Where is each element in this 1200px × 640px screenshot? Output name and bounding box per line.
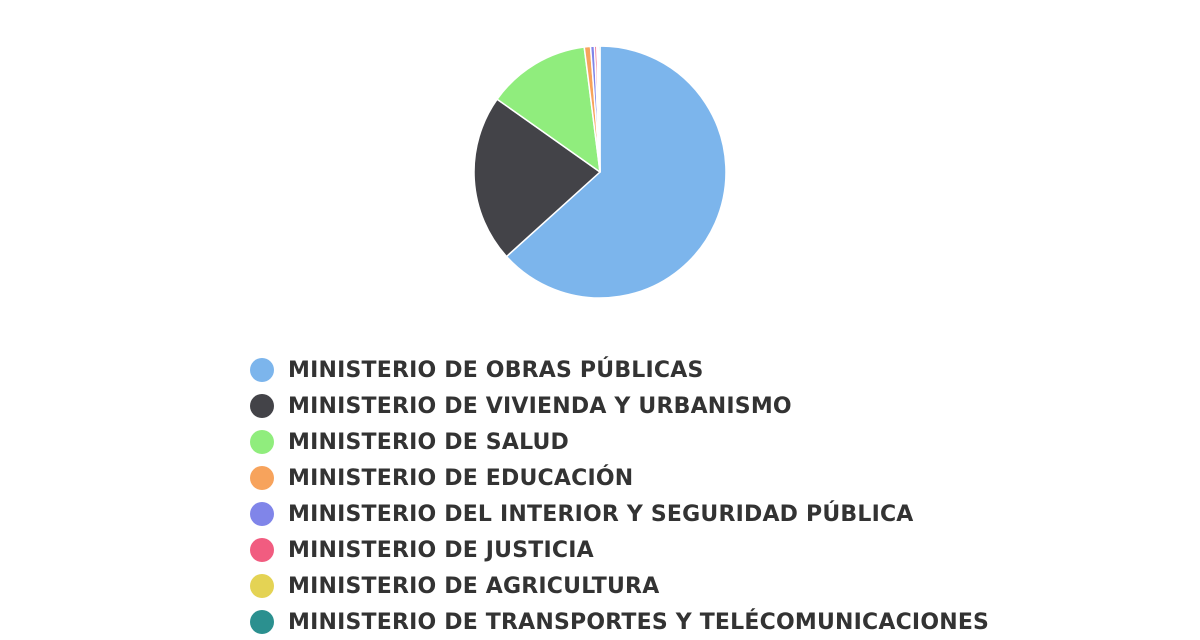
legend-label-4: MINISTERIO DE EDUCACIÓN: [288, 465, 634, 491]
pie-slice-2[interactable]: [473, 98, 601, 258]
legend-item-2[interactable]: MINISTERIO DE VIVIENDA Y URBANISMO: [250, 388, 989, 424]
pie-slice-3[interactable]: [496, 46, 601, 173]
legend-item-3[interactable]: MINISTERIO DE SALUD: [250, 424, 989, 460]
legend-label-6: MINISTERIO DE JUSTICIA: [288, 537, 594, 563]
legend-label-5: MINISTERIO DEL INTERIOR Y SEGURIDAD PÚBL…: [288, 501, 914, 527]
legend-label-3: MINISTERIO DE SALUD: [288, 429, 570, 455]
pie-slice-1[interactable]: [505, 45, 727, 299]
legend-swatch-6: [250, 538, 274, 562]
legend-label-1: MINISTERIO DE OBRAS PÚBLICAS: [288, 357, 704, 383]
legend-swatch-8: [250, 610, 274, 634]
legend-item-6[interactable]: MINISTERIO DE JUSTICIA: [250, 532, 989, 568]
legend-label-2: MINISTERIO DE VIVIENDA Y URBANISMO: [288, 393, 792, 419]
legend-swatch-3: [250, 430, 274, 454]
pie-slice-8[interactable]: [597, 45, 601, 173]
legend-item-5[interactable]: MINISTERIO DEL INTERIOR Y SEGURIDAD PÚBL…: [250, 496, 989, 532]
legend-swatch-1: [250, 358, 274, 382]
legend-swatch-5: [250, 502, 274, 526]
legend-item-4[interactable]: MINISTERIO DE EDUCACIÓN: [250, 460, 989, 496]
legend-swatch-7: [250, 574, 274, 598]
legend-item-1[interactable]: MINISTERIO DE OBRAS PÚBLICAS: [250, 352, 989, 388]
chart-legend: MINISTERIO DE OBRAS PÚBLICAS MINISTERIO D…: [250, 352, 989, 640]
legend-item-7[interactable]: MINISTERIO DE AGRICULTURA: [250, 568, 989, 604]
pie-plot-area: [473, 45, 727, 299]
legend-swatch-2: [250, 394, 274, 418]
legend-label-8: MINISTERIO DE TRANSPORTES Y TELÉCOMUNICA…: [288, 609, 990, 635]
legend-item-8[interactable]: MINISTERIO DE TRANSPORTES Y TELÉCOMUNICA…: [250, 604, 989, 640]
legend-label-7: MINISTERIO DE AGRICULTURA: [288, 573, 660, 599]
legend-swatch-4: [250, 466, 274, 490]
